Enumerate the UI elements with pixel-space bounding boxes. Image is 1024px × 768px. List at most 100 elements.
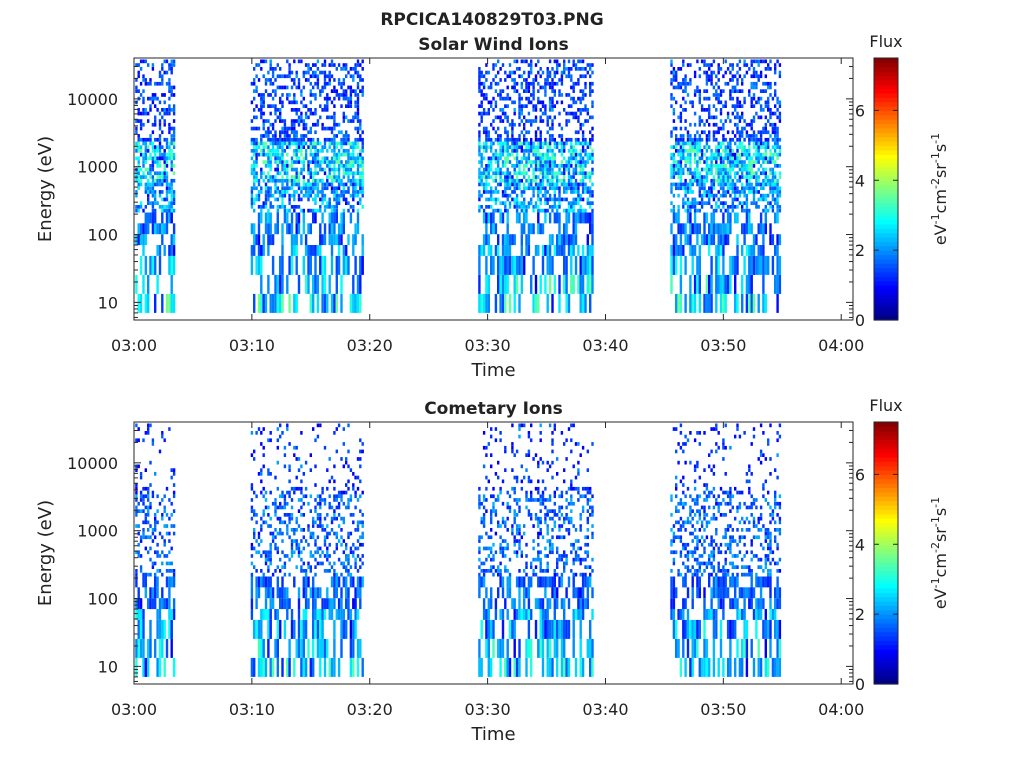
flux-cell: [506, 178, 509, 183]
flux-cell: [774, 201, 777, 205]
flux-cell: [734, 212, 737, 224]
flux-cell: [274, 119, 277, 123]
flux-cell: [776, 145, 779, 149]
flux-cell: [689, 171, 692, 176]
flux-cell: [679, 171, 683, 176]
flux-cell: [359, 78, 362, 82]
flux-cell: [170, 501, 173, 506]
flux-cell: [250, 486, 254, 491]
flux-cell: [682, 152, 685, 157]
flux-cell: [682, 89, 685, 93]
flux-cell: [499, 145, 502, 149]
flux-cell: [328, 609, 331, 620]
flux-cell: [165, 156, 169, 161]
flux-cell: [255, 197, 258, 202]
flux-cell: [276, 657, 279, 677]
flux-cell: [745, 178, 749, 183]
flux-cell: [501, 171, 505, 176]
flux-cell: [250, 186, 254, 191]
flux-cell: [726, 234, 730, 246]
flux-cell: [572, 171, 575, 176]
flux-cell: [551, 197, 554, 202]
flux-cell: [506, 119, 509, 123]
flux-cell: [771, 175, 775, 179]
flux-cell: [693, 93, 697, 97]
flux-cell: [161, 205, 164, 209]
flux-cell: [724, 171, 727, 176]
flux-cell: [731, 111, 734, 116]
flux-cell: [250, 81, 254, 86]
flux-cell: [677, 171, 680, 176]
flux-cell: [563, 59, 566, 64]
flux-cell: [264, 490, 268, 495]
flux-cell: [726, 212, 730, 224]
flux-cell: [281, 152, 284, 157]
flux-cell: [755, 111, 758, 116]
flux-cell: [504, 137, 507, 142]
flux-cell: [731, 190, 734, 194]
flux-cell: [135, 234, 138, 246]
flux-cell: [478, 141, 481, 146]
flux-cell: [262, 638, 265, 658]
flux-cell: [764, 126, 767, 131]
flux-cell: [523, 115, 526, 120]
flux-cell: [149, 201, 152, 205]
flux-cell: [705, 156, 709, 161]
flux-cell: [551, 164, 554, 168]
flux-cell: [567, 245, 571, 256]
flux-cell: [161, 587, 164, 599]
flux-cell: [274, 475, 277, 480]
colorbar-segment: [874, 276, 898, 282]
flux-cell: [168, 576, 171, 588]
flux-cell: [302, 85, 305, 90]
flux-cell: [253, 223, 256, 235]
flux-cell: [734, 89, 737, 93]
flux-cell: [274, 93, 277, 97]
flux-cell: [708, 201, 711, 205]
flux-cell: [135, 156, 138, 161]
flux-cell: [504, 178, 507, 183]
flux-cell: [253, 208, 256, 213]
flux-cell: [144, 78, 147, 82]
flux-cell: [356, 111, 360, 116]
flux-cell: [771, 171, 775, 176]
flux-cell: [712, 122, 716, 127]
flux-cell: [361, 141, 364, 146]
flux-cell: [297, 554, 301, 558]
flux-cell: [144, 657, 147, 677]
flux-cell: [759, 141, 763, 146]
flux-cell: [724, 175, 727, 179]
flux-cell: [333, 223, 336, 235]
flux-cell: [333, 293, 336, 313]
flux-cell: [323, 108, 327, 112]
flux-cell: [257, 638, 261, 658]
flux-cell: [572, 274, 575, 294]
flux-cell: [679, 149, 683, 153]
flux-cell: [345, 89, 348, 93]
flux-cell: [743, 190, 746, 194]
flux-cell: [163, 542, 166, 547]
flux-cell: [755, 81, 758, 86]
flux-cell: [154, 193, 157, 198]
flux-cell: [359, 255, 362, 275]
flux-cell: [300, 115, 303, 120]
flux-cell: [168, 152, 171, 157]
flux-cell: [563, 171, 566, 176]
flux-cell: [752, 96, 756, 101]
flux-cell: [300, 528, 303, 532]
flux-cell: [347, 171, 350, 176]
flux-cell: [144, 293, 147, 313]
x-tick-label: 04:00: [818, 336, 864, 355]
flux-cell: [748, 255, 751, 275]
flux-cell: [139, 535, 143, 540]
flux-cell: [323, 528, 327, 532]
flux-cell: [741, 126, 744, 131]
flux-cell: [326, 550, 329, 555]
flux-cell: [722, 182, 725, 187]
flux-cell: [764, 149, 767, 153]
flux-cell: [499, 201, 502, 205]
flux-cell: [679, 134, 683, 138]
flux-cell: [163, 119, 166, 123]
flux-cell: [297, 149, 301, 153]
flux-cell: [347, 96, 350, 101]
